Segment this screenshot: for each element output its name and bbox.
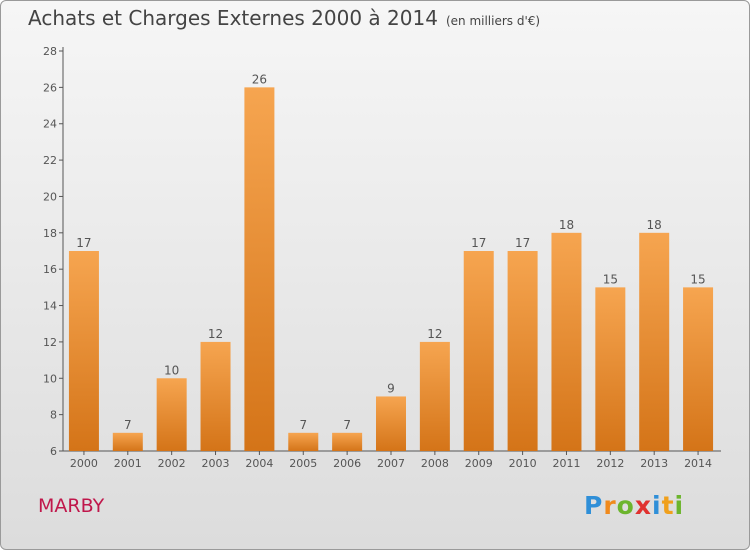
- place-name: MARBY: [38, 495, 105, 517]
- logo-letter: x: [634, 491, 652, 520]
- data-label: 7: [124, 418, 132, 432]
- bar: [68, 251, 99, 451]
- data-label: 9: [387, 381, 395, 395]
- x-tick-label: 2007: [377, 457, 405, 470]
- data-label: 7: [343, 418, 351, 432]
- x-tick-label: 2003: [202, 457, 230, 470]
- chart-title-block: Achats et Charges Externes 2000 à 2014 (e…: [28, 6, 540, 30]
- chart-subtitle: (en milliers d'€): [445, 14, 541, 28]
- data-label: 10: [164, 363, 179, 377]
- bar: [463, 251, 494, 451]
- bar: [112, 432, 143, 451]
- x-tick-label: 2010: [509, 457, 537, 470]
- y-tick-label: 28: [43, 45, 57, 58]
- x-tick-label: 2000: [70, 457, 98, 470]
- x-tick-label: 2009: [465, 457, 493, 470]
- x-tick-label: 2004: [245, 457, 273, 470]
- data-label: 12: [427, 327, 442, 341]
- logo-letter: P: [584, 491, 604, 520]
- x-tick-label: 2013: [640, 457, 668, 470]
- data-label: 17: [471, 236, 486, 250]
- data-label: 15: [690, 272, 705, 286]
- chart-title: Achats et Charges Externes 2000 à 2014: [28, 6, 438, 30]
- bar: [507, 251, 538, 451]
- y-tick-label: 20: [43, 190, 57, 203]
- logo-letter: r: [603, 491, 617, 520]
- y-tick-label: 12: [43, 336, 57, 349]
- data-label: 26: [252, 72, 267, 86]
- bars: [68, 87, 714, 451]
- data-label: 7: [299, 418, 307, 432]
- x-tick-label: 2012: [596, 457, 624, 470]
- bar: [288, 432, 319, 451]
- x-tick-label: 2006: [333, 457, 361, 470]
- data-label: 15: [603, 272, 618, 286]
- data-labels: 17 7 10 12 26 7 7 9 12 17 17 18 15 18 15: [76, 72, 705, 431]
- data-label: 18: [647, 218, 662, 232]
- y-tick-label: 16: [43, 263, 57, 276]
- x-axis: 2000 2001 2002 2003 2004 2005 2006 2007 2008 2009…: [63, 450, 721, 470]
- bar: [595, 287, 626, 451]
- logo-letter: o: [616, 491, 635, 520]
- x-tick-label: 2011: [552, 457, 580, 470]
- y-tick-label: 22: [43, 154, 57, 167]
- y-tick-label: 14: [43, 300, 57, 313]
- logo-letter: t: [661, 491, 675, 520]
- y-tick-label: 18: [43, 227, 57, 240]
- logo-letter: i: [652, 491, 662, 520]
- data-label: 18: [559, 218, 574, 232]
- bar: [683, 287, 714, 451]
- bar: [551, 232, 582, 451]
- bar: [376, 396, 406, 451]
- bar: [200, 341, 231, 451]
- bar: [244, 87, 275, 451]
- x-tick-label: 2005: [289, 457, 317, 470]
- data-label: 12: [208, 327, 223, 341]
- bar: [332, 432, 363, 451]
- y-tick-label: 10: [43, 372, 57, 385]
- logo-letter: i: [674, 491, 685, 520]
- y-tick-label: 26: [43, 81, 57, 94]
- y-axis: 6 8 10 12 14 16 18 20 22 24 26 28: [43, 45, 64, 458]
- data-label: 17: [515, 236, 530, 250]
- bar: [639, 232, 670, 451]
- x-tick-label: 2014: [684, 457, 712, 470]
- y-tick-label: 8: [50, 409, 57, 422]
- x-tick-label: 2008: [421, 457, 449, 470]
- y-tick-label: 6: [50, 445, 57, 458]
- y-tick-label: 24: [43, 118, 57, 131]
- bar: [419, 341, 450, 451]
- bar: [156, 378, 187, 451]
- data-label: 17: [76, 236, 91, 250]
- x-tick-label: 2001: [114, 457, 142, 470]
- x-tick-label: 2002: [158, 457, 186, 470]
- proxiti-logo[interactable]: Proxiti: [584, 491, 684, 520]
